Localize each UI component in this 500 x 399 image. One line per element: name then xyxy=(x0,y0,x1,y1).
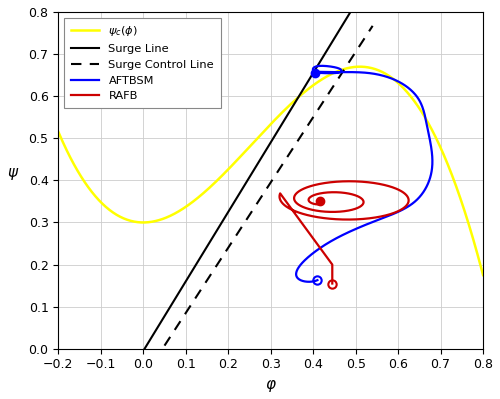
X-axis label: φ: φ xyxy=(266,377,276,392)
Y-axis label: ψ: ψ xyxy=(7,165,17,180)
Legend: $\psi_c(\phi)$, Surge Line, Surge Control Line, AFTBSM, RAFB: $\psi_c(\phi)$, Surge Line, Surge Contro… xyxy=(64,18,221,108)
